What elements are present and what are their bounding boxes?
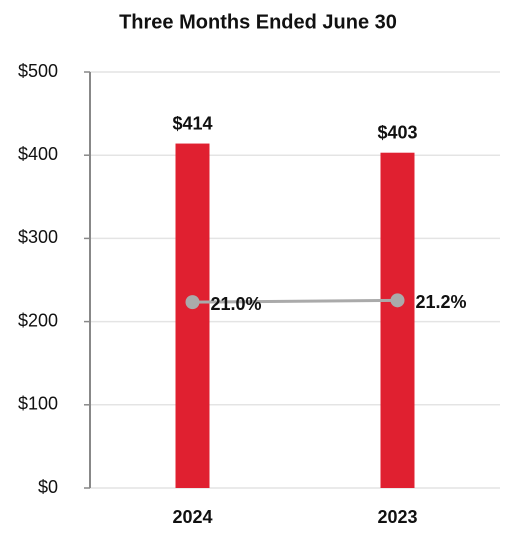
x-tick-label: 2024 — [172, 507, 212, 527]
bar — [175, 143, 210, 488]
y-tick-label: $100 — [18, 394, 58, 414]
line-point — [185, 295, 200, 310]
x-tick-label: 2023 — [377, 507, 417, 527]
line-value-label: 21.2% — [416, 292, 467, 312]
y-tick-label: $0 — [38, 477, 58, 497]
chart-title: Three Months Ended June 30 — [119, 11, 397, 33]
y-tick-label: $300 — [18, 227, 58, 247]
y-tick-label: $500 — [18, 61, 58, 81]
bar-value-label: $414 — [172, 113, 212, 133]
y-tick-label: $400 — [18, 144, 58, 164]
line-point — [390, 293, 405, 308]
line-value-label: 21.0% — [211, 294, 262, 314]
bar — [380, 152, 415, 489]
line — [192, 298, 398, 304]
y-tick-label: $200 — [18, 310, 58, 330]
bar-value-label: $403 — [377, 122, 417, 142]
